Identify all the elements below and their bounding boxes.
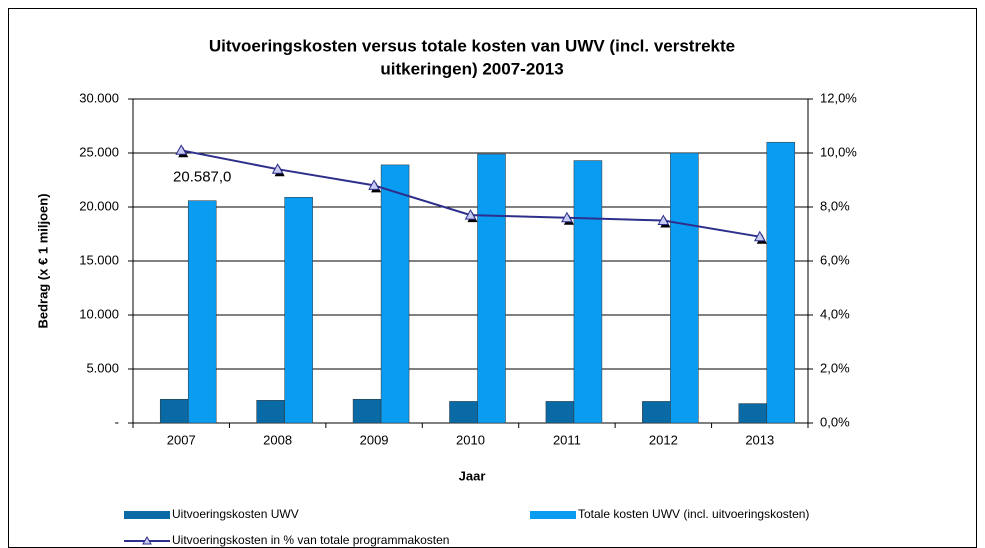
bar — [545, 401, 575, 424]
bar — [380, 164, 410, 424]
y-tick-label: 25.000 — [79, 144, 119, 159]
y2-tick-label: 12,0% — [820, 90, 857, 105]
legend-swatch — [530, 511, 576, 519]
bar — [670, 152, 699, 424]
bar — [477, 153, 506, 424]
bar — [187, 200, 217, 424]
bar — [642, 401, 671, 424]
bar — [159, 398, 189, 424]
x-tick-label: 2010 — [456, 432, 485, 447]
x-tick-label: 2012 — [649, 432, 678, 447]
legend-label: Uitvoeringskosten in % van totale progra… — [172, 533, 449, 547]
bar — [738, 403, 768, 424]
data-label: 20.587,0 — [173, 169, 231, 186]
y-tick-label: 20.000 — [79, 198, 119, 213]
x-tick-label: 2009 — [360, 432, 389, 447]
y-axis-label: Bedrag (x € 1 miljoen) — [35, 193, 50, 328]
x-tick-label: 2007 — [167, 432, 196, 447]
y-tick-label: 15.000 — [79, 252, 119, 267]
bar — [449, 401, 478, 424]
bar — [573, 160, 603, 424]
bar — [256, 400, 285, 424]
marker — [271, 163, 284, 174]
y2-tick-label: 4,0% — [820, 306, 850, 321]
chart-title: Uitvoeringskosten versus totale kosten v… — [209, 36, 735, 55]
x-axis-label: Jaar — [459, 468, 486, 483]
legend-label: Uitvoeringskosten UWV — [172, 507, 299, 521]
chart-title: uitkeringen) 2007-2013 — [380, 59, 563, 78]
marker — [175, 144, 188, 155]
legend-label: Totale kosten UWV (incl. uitvoeringskost… — [578, 507, 809, 521]
y2-tick-label: 6,0% — [820, 252, 850, 267]
x-tick-label: 2013 — [745, 432, 774, 447]
y-tick-label: 5.000 — [86, 360, 119, 375]
y2-tick-label: 8,0% — [820, 198, 850, 213]
marker — [464, 209, 477, 220]
marker — [753, 230, 766, 242]
marker — [561, 211, 573, 223]
legend-swatch — [124, 511, 170, 519]
y-tick-label: 30.000 — [79, 90, 119, 105]
x-tick-label: 2008 — [263, 432, 292, 447]
legend-marker — [142, 535, 152, 545]
marker — [368, 179, 380, 190]
y2-tick-label: 0,0% — [820, 414, 850, 429]
bar — [284, 197, 313, 424]
y-tick-label: - — [115, 414, 119, 429]
bar — [352, 398, 382, 424]
y2-tick-label: 2,0% — [820, 360, 850, 375]
y2-tick-label: 10,0% — [820, 144, 857, 159]
y-tick-label: 10.000 — [79, 306, 119, 321]
x-tick-label: 2011 — [553, 432, 581, 447]
bar — [766, 141, 796, 424]
marker — [657, 214, 670, 225]
